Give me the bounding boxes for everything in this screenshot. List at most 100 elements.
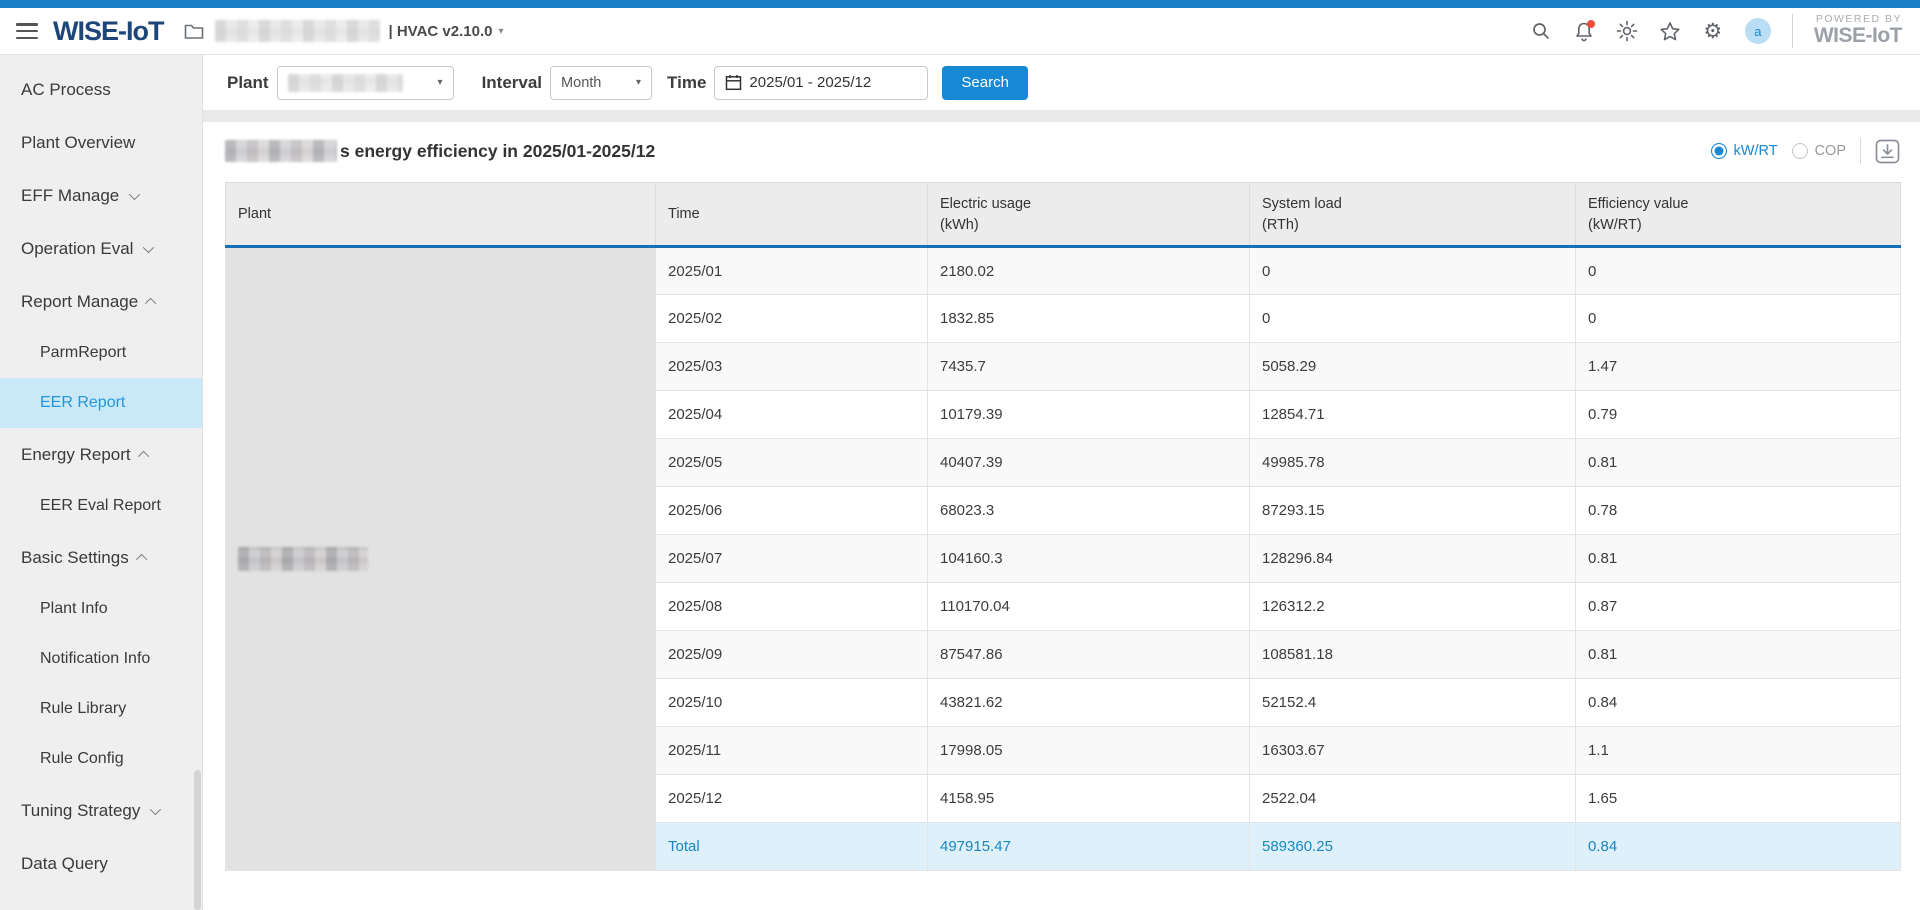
calendar-icon: [726, 75, 742, 91]
electric-usage-cell: 1832.85: [927, 294, 1250, 343]
interval-select[interactable]: Month ▾: [550, 65, 653, 100]
table-row: 2025/01 2180.02 0 0: [225, 246, 1901, 871]
sidebar-item-eer-eval-report[interactable]: EER Eval Report: [0, 481, 202, 531]
system-load-cell: 0: [1249, 294, 1576, 343]
chevron-down-icon: ▾: [437, 77, 443, 88]
system-load-cell: 2522.04: [1249, 774, 1576, 823]
sidebar-item-label: Report Manage: [21, 291, 139, 311]
settings-gear-icon[interactable]: ⚙: [1703, 19, 1723, 43]
sidebar-item-label: Data Query: [21, 853, 108, 873]
unit-option-kwrt[interactable]: kW/RT: [1710, 143, 1778, 159]
total-label-cell: Total: [655, 822, 928, 871]
sidebar-item-label: Rule Library: [40, 700, 127, 717]
plant-name-redacted: [225, 140, 337, 162]
sidebar-item-label: EER Report: [40, 394, 126, 411]
time-cell: 2025/11: [655, 726, 928, 775]
table-total-row: Total 497915.47 589360.25 0.84: [226, 822, 1901, 871]
efficiency-cell: 1.65: [1575, 774, 1901, 823]
sidebar-item-eff-manage[interactable]: EFF Manage: [0, 169, 202, 222]
sidebar-item-report-manage[interactable]: Report Manage: [0, 275, 202, 328]
time-cell: 2025/09: [655, 630, 928, 679]
sidebar-item-operation-eval[interactable]: Operation Eval: [0, 222, 202, 275]
plant-select-value-redacted: [287, 73, 403, 92]
system-load-cell: 128296.84: [1249, 534, 1576, 583]
download-icon[interactable]: [1875, 139, 1900, 164]
hamburger-menu-icon[interactable]: [16, 23, 38, 39]
plant-filter-label: Plant: [227, 72, 269, 92]
electric-usage-cell: 7435.7: [927, 342, 1250, 391]
sidebar-item-label: Basic Settings: [21, 547, 129, 567]
time-cell: 2025/05: [655, 438, 928, 487]
sidebar-item-label: Rule Config: [40, 750, 124, 767]
wise-iot-logo: WISE-IoT: [53, 15, 164, 46]
sidebar-item-label: Energy Report: [21, 444, 131, 464]
plant-cell: [225, 246, 656, 871]
table-row: 2025/09 87547.86 108581.18 0.81: [226, 630, 1901, 679]
system-load-cell: 126312.2: [1249, 582, 1576, 631]
sidebar-item-plant-overview[interactable]: Plant Overview: [0, 116, 202, 169]
system-load-cell: 0: [1249, 246, 1576, 295]
efficiency-cell: 0.84: [1575, 822, 1901, 871]
sidebar-item-notification-info[interactable]: Notification Info: [0, 634, 202, 684]
search-icon[interactable]: [1530, 20, 1552, 42]
system-load-cell: 16303.67: [1249, 726, 1576, 775]
sidebar-item-ac-process[interactable]: AC Process: [0, 63, 202, 116]
chevron-up-icon: [145, 297, 157, 309]
plant-name-redacted: [238, 547, 368, 571]
electric-usage-cell: 40407.39: [927, 438, 1250, 487]
efficiency-cell: 0: [1575, 294, 1901, 343]
time-cell: 2025/06: [655, 486, 928, 535]
app-bar-actions: ⚙ a POWERED BY WISE-IoT: [1530, 14, 1903, 48]
chevron-down-icon: ▾: [636, 77, 642, 88]
sidebar-item-label: Plant Info: [40, 600, 108, 617]
efficiency-cell: 0.87: [1575, 582, 1901, 631]
electric-usage-cell: 2180.02: [927, 246, 1250, 295]
powered-by-logo: WISE-IoT: [1813, 24, 1903, 48]
sidebar-item-label: EFF Manage: [21, 185, 120, 205]
folder-icon[interactable]: [183, 20, 205, 42]
controls-divider: [1860, 138, 1861, 164]
column-header-plant: Plant: [225, 182, 656, 248]
plant-select[interactable]: ▾: [276, 65, 454, 100]
unit-option-label: kW/RT: [1733, 143, 1778, 159]
sidebar-item-rule-config[interactable]: Rule Config: [0, 734, 202, 784]
electric-usage-cell: 497915.47: [927, 822, 1250, 871]
system-load-cell: 5058.29: [1249, 342, 1576, 391]
sidebar-item-rule-library[interactable]: Rule Library: [0, 684, 202, 734]
favorite-star-icon[interactable]: [1659, 20, 1681, 42]
system-load-cell: 12854.71: [1249, 390, 1576, 439]
chevron-down-icon: [129, 188, 141, 200]
user-avatar[interactable]: a: [1744, 18, 1771, 44]
table-row: 2025/03 7435.7 5058.29 1.47: [226, 342, 1901, 391]
sidebar-item-parmreport[interactable]: ParmReport: [0, 328, 202, 378]
brightness-icon[interactable]: [1616, 20, 1638, 42]
app-version-selector[interactable]: | HVAC v2.10.0 ▾: [388, 23, 503, 40]
sidebar-item-energy-report[interactable]: Energy Report: [0, 428, 202, 481]
unit-option-cop[interactable]: COP: [1791, 143, 1846, 159]
sidebar-item-label: AC Process: [21, 79, 111, 99]
electric-usage-cell: 43821.62: [927, 678, 1250, 727]
sidebar-item-label: Plant Overview: [21, 132, 136, 152]
time-range-input[interactable]: 2025/01 - 2025/12: [714, 65, 929, 100]
sidebar-item-data-query[interactable]: Data Query: [0, 837, 202, 890]
sidebar-item-plant-info[interactable]: Plant Info: [0, 584, 202, 634]
efficiency-cell: 0.81: [1575, 534, 1901, 583]
sidebar-scrollbar[interactable]: [194, 770, 201, 910]
time-range-value: 2025/01 - 2025/12: [749, 74, 872, 91]
sidebar-item-tuning-strategy[interactable]: Tuning Strategy: [0, 784, 202, 837]
time-cell: 2025/04: [655, 390, 928, 439]
search-button[interactable]: Search: [942, 65, 1028, 100]
time-cell: 2025/02: [655, 294, 928, 343]
sidebar-item-label: Tuning Strategy: [21, 800, 141, 820]
sidebar-item-basic-settings[interactable]: Basic Settings: [0, 531, 202, 584]
notification-bell-icon[interactable]: [1573, 20, 1595, 42]
report-title-text: s energy efficiency in 2025/01-2025/12: [340, 140, 656, 161]
time-cell: 2025/12: [655, 774, 928, 823]
electric-usage-cell: 110170.04: [927, 582, 1250, 631]
table-row: 2025/05 40407.39 49985.78 0.81: [226, 438, 1901, 487]
report-title: s energy efficiency in 2025/01-2025/12: [225, 140, 655, 162]
table-row: 2025/04 10179.39 12854.71 0.79: [226, 390, 1901, 439]
sidebar-item-eer-report[interactable]: EER Report: [0, 378, 202, 428]
table-row: 2025/02 1832.85 0 0: [226, 294, 1901, 343]
main-content: Plant ▾ Interval Month ▾ Time 2025/01 - …: [203, 55, 1920, 910]
